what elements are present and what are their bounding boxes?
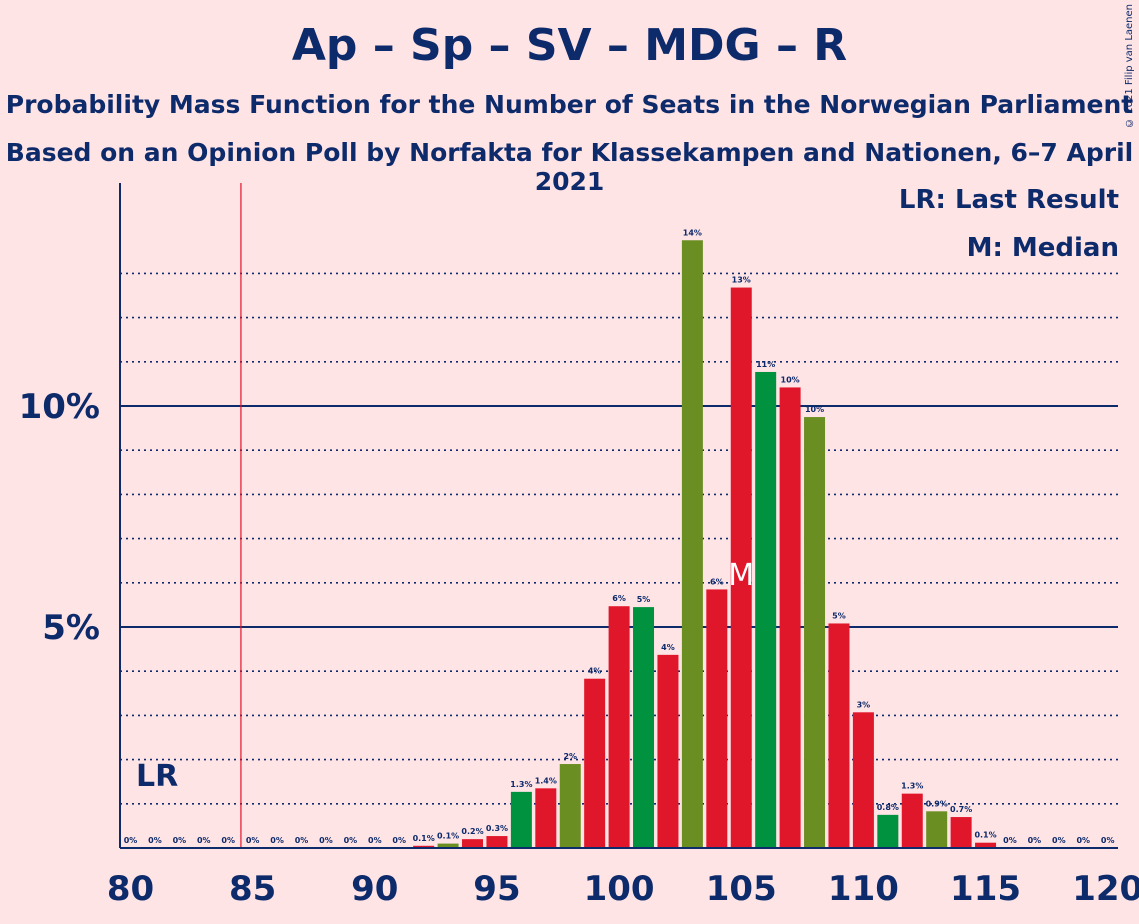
bar-value-label: 3% (857, 700, 871, 709)
bar-value-label: 1.3% (901, 782, 923, 791)
bar-value-label: 0% (392, 836, 406, 845)
y-tick-label: 10% (19, 387, 100, 427)
bar-107 (779, 387, 801, 848)
median-marker: M (728, 558, 754, 593)
bar-value-label: 4% (661, 643, 675, 652)
bar-value-label: 0% (1003, 836, 1017, 845)
bar-105 (730, 287, 752, 848)
bar-93 (437, 843, 459, 848)
bar-value-label: 0.2% (461, 827, 483, 836)
bar-value-label: 1.3% (510, 780, 532, 789)
bar-value-label: 11% (756, 360, 775, 369)
bar-value-label: 0% (246, 836, 260, 845)
x-tick-label: 95 (473, 869, 520, 909)
bar-103 (681, 240, 703, 848)
bar-98 (559, 764, 581, 848)
bar-94 (462, 839, 484, 848)
bar-value-label: 0% (1076, 836, 1090, 845)
bar-96 (510, 791, 532, 848)
bar-102 (657, 654, 679, 848)
legend-last-result: LR: Last Result (898, 185, 1119, 215)
bar-value-label: 6% (612, 594, 626, 603)
bar-value-label: 0% (197, 836, 211, 845)
x-tick-label: 120 (1072, 869, 1139, 909)
bar-value-label: 0% (270, 836, 284, 845)
bar-97 (535, 788, 557, 848)
x-tick-label: 110 (828, 869, 899, 909)
bar-114 (950, 817, 972, 848)
bar-value-label: 10% (781, 375, 800, 384)
bar-115 (975, 842, 997, 848)
bar-112 (901, 793, 923, 848)
bar-104 (706, 589, 728, 848)
bar-value-label: 0.1% (437, 832, 459, 841)
bar-value-label: 0.9% (926, 799, 948, 808)
x-tick-label: 85 (229, 869, 276, 909)
chart-source-line: Based on an Opinion Poll by Norfakta for… (5, 138, 1134, 196)
x-tick-label: 100 (584, 869, 655, 909)
chart-subtitle: Probability Mass Function for the Number… (5, 90, 1134, 119)
x-tick-label: 90 (351, 869, 398, 909)
bar-value-label: 10% (805, 405, 824, 414)
last-result-label: LR (136, 759, 178, 794)
bar-92 (413, 845, 435, 848)
bar-value-label: 0.1% (974, 831, 996, 840)
bar-value-label: 14% (683, 228, 702, 237)
bar-value-label: 0% (295, 836, 309, 845)
bar-value-label: 1.4% (535, 776, 557, 785)
bar-value-label: 0% (124, 836, 138, 845)
bar-value-label: 0% (344, 836, 358, 845)
bar-value-label: 0% (1028, 836, 1042, 845)
bar-value-label: 2% (563, 752, 577, 761)
bar-value-label: 0% (221, 836, 235, 845)
x-tick-label: 105 (706, 869, 777, 909)
bar-value-label: 5% (637, 595, 651, 604)
bar-95 (486, 836, 508, 848)
bar-value-label: 0% (148, 836, 162, 845)
bar-109 (828, 623, 850, 848)
chart-title: Ap – Sp – SV – MDG – R (291, 20, 848, 71)
bar-value-label: 0% (1052, 836, 1066, 845)
bar-value-label: 13% (732, 276, 751, 285)
bar-101 (633, 607, 655, 848)
bar-100 (608, 606, 630, 848)
bar-value-label: 5% (832, 611, 846, 620)
bar-value-label: 0.7% (950, 805, 972, 814)
bar-108 (804, 417, 826, 848)
bar-113 (926, 811, 948, 848)
bar-value-label: 0% (1101, 836, 1115, 845)
bar-value-label: 0.8% (877, 803, 899, 812)
bar-value-label: 0% (319, 836, 333, 845)
bar-99 (584, 678, 606, 848)
x-tick-label: 80 (107, 869, 154, 909)
legend-median: M: Median (966, 233, 1119, 263)
bar-value-label: 0.1% (413, 834, 435, 843)
bar-value-label: 6% (710, 577, 724, 586)
bar-value-label: 0% (173, 836, 187, 845)
bar-111 (877, 814, 899, 848)
x-tick-label: 115 (950, 869, 1021, 909)
bar-value-label: 0.3% (486, 824, 508, 833)
bar-106 (755, 371, 777, 848)
y-tick-label: 5% (42, 608, 100, 648)
bar-value-label: 0% (368, 836, 382, 845)
bar-value-label: 4% (588, 667, 602, 676)
bar-110 (852, 712, 874, 848)
